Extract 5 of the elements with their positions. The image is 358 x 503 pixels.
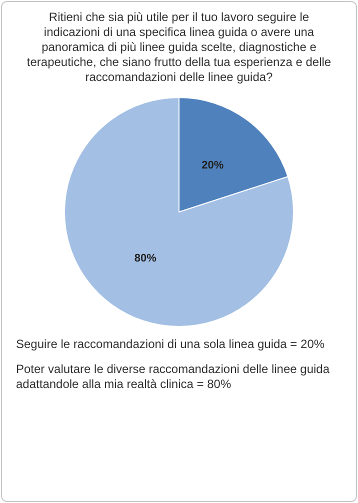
chart-title: Ritieni che sia più utile per il tuo lavoro seguire le indicazioni di una specifica linea guida o avere una panoramica di più linee guida scelte, diagnostiche e terapeutiche, che siano frutto della tua esperienza e delle raccomandazioni delle linee guida? <box>26 10 332 85</box>
text: Seguire le raccomandazioni di una sola linea guida = 20% <box>16 337 326 352</box>
data-label: 80% <box>134 252 157 264</box>
data-label: 20% <box>202 160 224 172</box>
text: Poter valutare le diverse raccomandazioni delle linee guida adattandole alla mia realtà clinica = 80% <box>16 362 331 392</box>
